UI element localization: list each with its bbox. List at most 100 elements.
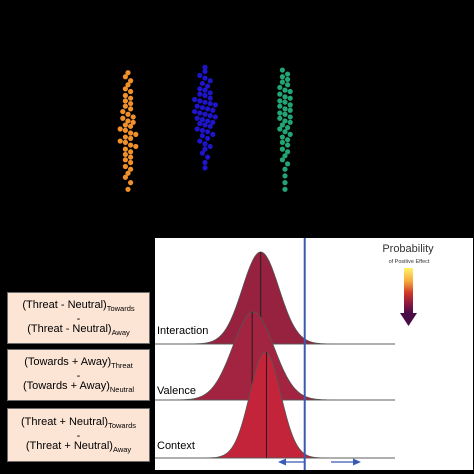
data-point — [128, 135, 134, 141]
formula-top-subscript: Towards — [106, 304, 135, 314]
data-point — [287, 119, 293, 125]
formula-bottom-text: (Threat - Neutral) — [27, 323, 112, 336]
data-point — [207, 143, 213, 150]
data-point — [212, 114, 218, 120]
data-point — [122, 174, 128, 180]
series-label: Valence — [157, 385, 196, 397]
data-point — [205, 154, 211, 160]
arrow-right-head — [353, 458, 361, 466]
data-point — [282, 106, 288, 112]
data-point — [285, 82, 291, 88]
data-point — [282, 166, 288, 172]
data-point — [133, 131, 139, 137]
data-point — [125, 70, 131, 76]
data-point — [122, 122, 128, 128]
data-point — [282, 118, 288, 124]
data-point — [207, 100, 213, 107]
data-point — [207, 78, 213, 84]
data-point — [287, 107, 293, 113]
ridge-panel-background — [155, 238, 473, 470]
data-point — [202, 64, 208, 70]
data-point — [197, 72, 203, 78]
data-point — [279, 134, 285, 140]
data-point — [122, 157, 128, 163]
data-point — [277, 84, 283, 91]
data-point — [128, 159, 134, 166]
data-point — [197, 110, 203, 116]
series-label: Context — [157, 440, 195, 452]
data-point — [199, 133, 205, 139]
data-point — [287, 131, 293, 137]
formula-top-text: (Threat + Neutral) — [20, 416, 109, 428]
data-point — [287, 114, 293, 120]
data-point — [282, 99, 288, 105]
data-point — [130, 119, 136, 125]
data-point — [199, 80, 205, 87]
data-point — [133, 143, 139, 150]
formula-top-subscript: Threat — [111, 361, 133, 371]
data-point — [194, 103, 200, 109]
formula-top-text: (Threat - Neutral) — [22, 299, 107, 311]
legend-title: Probability — [382, 243, 434, 255]
data-point — [282, 173, 288, 179]
data-point — [287, 95, 293, 101]
formula-bottom-subscript: Away — [112, 445, 132, 455]
data-point — [279, 67, 285, 73]
data-point — [282, 111, 288, 117]
strip-plot — [117, 64, 293, 192]
data-point — [285, 125, 291, 131]
data-point — [277, 115, 283, 121]
data-point — [285, 161, 291, 167]
data-point — [120, 108, 126, 115]
data-point — [122, 146, 128, 152]
data-point — [199, 104, 205, 111]
data-point — [122, 134, 128, 140]
data-point — [122, 74, 128, 80]
formula-box-context: (Threat + Neutral)Towards - (Threat + Ne… — [7, 408, 150, 462]
formula-top-text: (Towards + Away) — [24, 356, 112, 368]
data-point — [122, 127, 128, 133]
data-point — [128, 149, 134, 155]
data-point — [125, 170, 131, 176]
data-point — [279, 79, 285, 85]
data-point — [128, 106, 134, 112]
data-point — [205, 118, 211, 124]
data-point — [285, 142, 291, 148]
formula-minus: - — [76, 313, 81, 326]
data-point — [202, 159, 208, 166]
data-point — [210, 131, 216, 137]
arrow-left-head — [278, 458, 286, 466]
data-point — [122, 139, 128, 145]
data-point — [287, 102, 293, 108]
data-point — [194, 115, 200, 121]
direction-arrows — [278, 458, 361, 466]
data-point — [197, 91, 203, 97]
data-point — [282, 129, 288, 135]
data-point — [285, 149, 291, 155]
data-point — [128, 100, 134, 107]
data-point — [202, 111, 208, 117]
series-label: Interaction — [157, 325, 208, 337]
formula-bottom-subscript: Neutral — [109, 385, 135, 395]
probability-legend: Probability of Positive Effect — [382, 243, 434, 326]
data-point — [122, 151, 128, 158]
data-point — [279, 146, 285, 152]
data-point — [210, 119, 216, 125]
data-point — [122, 86, 128, 92]
data-point — [202, 99, 208, 105]
data-point — [122, 103, 128, 109]
data-point — [279, 122, 285, 128]
data-point — [125, 118, 131, 124]
data-point — [120, 115, 126, 121]
data-point — [279, 157, 285, 163]
formula-top-subscript: Towards — [108, 421, 137, 431]
data-point — [205, 83, 211, 89]
data-point — [197, 86, 203, 92]
data-point — [282, 94, 288, 100]
data-point — [277, 91, 283, 97]
data-point — [207, 95, 213, 101]
data-point — [128, 78, 134, 84]
data-point — [207, 123, 213, 129]
data-point — [287, 88, 293, 95]
